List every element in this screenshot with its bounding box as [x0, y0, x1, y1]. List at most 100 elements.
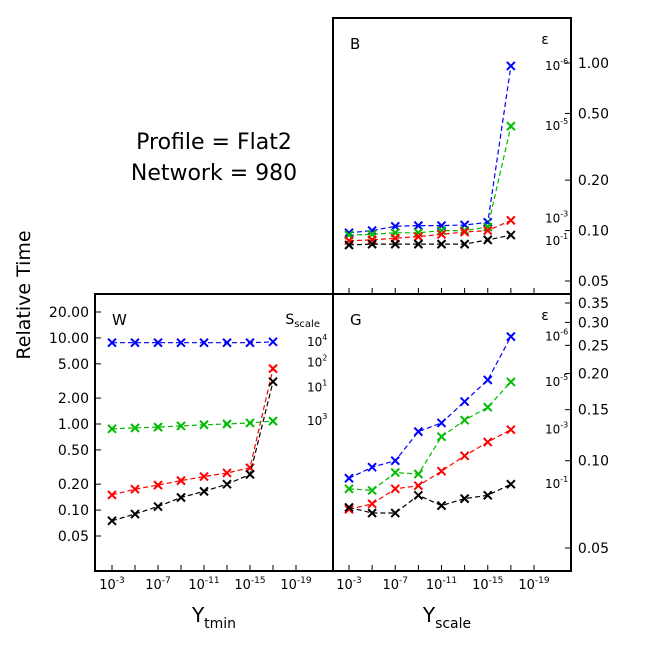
x-tick-label-g-exp: -15	[489, 576, 504, 586]
x-tick-label-g: 10-19	[518, 576, 550, 593]
data-point-w	[222, 337, 232, 348]
data-point-stroke	[436, 500, 447, 511]
data-point-stroke	[483, 225, 493, 236]
series-label-w-exp: 1	[322, 379, 327, 388]
data-point-b	[483, 222, 493, 232]
series-line-w-2	[111, 381, 274, 522]
data-point-stroke	[130, 423, 140, 433]
data-point-stroke	[390, 508, 400, 518]
data-point-stroke	[506, 424, 516, 435]
data-point-stroke	[483, 375, 493, 385]
series-label-b-base: 10	[545, 119, 560, 133]
data-point-w	[153, 480, 163, 490]
y-tick-label-g: 0.10	[578, 454, 609, 470]
panel-g-legend-title: ε	[541, 308, 549, 324]
x-tick-label-w-base: 10	[99, 578, 116, 593]
data-point-stroke	[459, 451, 470, 461]
data-point-w	[245, 337, 255, 348]
data-point-g	[344, 504, 354, 514]
data-point-stroke	[436, 225, 447, 236]
data-point-stroke	[344, 228, 354, 238]
data-point-w	[245, 469, 255, 480]
data-point-g	[459, 493, 470, 504]
series-label-g-base: 10	[545, 330, 560, 344]
series-line-b-0	[348, 65, 512, 234]
data-point-w	[222, 419, 232, 429]
series-label-w: 101	[307, 379, 327, 395]
data-point-stroke	[245, 337, 255, 348]
data-point-w	[245, 418, 255, 428]
series-label-b-base: 10	[545, 211, 560, 225]
x-tick-label-w-exp: -11	[205, 576, 220, 586]
data-point-b	[483, 225, 493, 236]
y-tick-label-b: 0.10	[578, 224, 609, 240]
data-point-stroke	[506, 215, 516, 226]
series-label-g: 10-3	[545, 421, 568, 437]
data-point-stroke	[413, 426, 424, 437]
panel-w-legend-title-main: S	[285, 312, 294, 328]
x-tick-label-g-base: 10	[336, 578, 353, 593]
data-point-w	[176, 475, 186, 486]
data-point-b	[436, 225, 447, 236]
data-point-g	[413, 469, 424, 479]
data-point-g	[344, 484, 354, 494]
data-point-stroke	[268, 416, 278, 426]
x-tick-label-w: 10-19	[280, 576, 312, 593]
data-point-stroke	[222, 337, 232, 348]
series-label-w-base: 10	[307, 335, 322, 349]
data-point-b	[506, 230, 516, 240]
y-tick-label-g: 0.20	[578, 366, 609, 382]
series-label-b: 10-6	[545, 57, 568, 73]
series-label-b: 10-1	[545, 232, 568, 248]
data-point-g	[506, 377, 516, 387]
series-label-w-base: 10	[307, 381, 322, 395]
series-label-b: 10-5	[545, 117, 568, 133]
x-tick-label-w: 10-3	[99, 576, 125, 593]
data-point-b	[413, 231, 424, 242]
data-point-w	[268, 376, 278, 387]
data-point-g	[483, 402, 493, 412]
data-point-stroke	[506, 377, 516, 387]
y-tick-label-b: 0.50	[578, 106, 609, 122]
data-point-b	[413, 220, 424, 231]
x-tick-label-g-base: 10	[472, 578, 489, 593]
data-point-b	[436, 239, 447, 249]
data-point-stroke	[344, 504, 354, 514]
data-point-b	[413, 239, 424, 249]
data-point-w	[199, 471, 209, 482]
data-point-stroke	[483, 490, 493, 500]
data-point-g	[413, 490, 424, 500]
series-label-b-base: 10	[545, 59, 560, 73]
data-point-stroke	[222, 419, 232, 429]
data-point-g	[367, 462, 377, 472]
data-point-stroke	[436, 418, 447, 428]
data-point-stroke	[436, 432, 447, 442]
data-point-stroke	[199, 337, 209, 348]
series-label-w: 104	[307, 333, 327, 349]
data-point-stroke	[344, 240, 354, 250]
data-point-stroke	[176, 475, 186, 486]
data-point-stroke	[130, 509, 140, 519]
data-point-stroke	[413, 239, 424, 249]
data-point-g	[390, 508, 400, 518]
data-point-stroke	[390, 456, 400, 466]
series-line-w-0	[112, 341, 274, 344]
data-point-stroke	[483, 402, 493, 412]
x-tick-label-g-base: 10	[382, 578, 399, 593]
data-point-stroke	[176, 337, 186, 348]
data-point-b	[367, 239, 377, 249]
data-point-g	[390, 484, 400, 494]
data-point-stroke	[367, 499, 377, 509]
x-axis-label-right: Yscale	[422, 603, 471, 632]
data-point-g	[390, 456, 400, 466]
series-label-b: 10-3	[545, 209, 568, 225]
data-point-w	[268, 337, 278, 347]
data-point-w	[199, 420, 209, 430]
y-tick-label-w: 0.10	[58, 503, 89, 519]
x-tick-label-g: 10-11	[426, 576, 457, 593]
data-point-b	[459, 225, 470, 236]
data-point-g	[506, 479, 516, 489]
series-label-g-base: 10	[545, 423, 560, 437]
series-label-g: 10-6	[545, 328, 568, 344]
data-point-stroke	[199, 420, 209, 430]
